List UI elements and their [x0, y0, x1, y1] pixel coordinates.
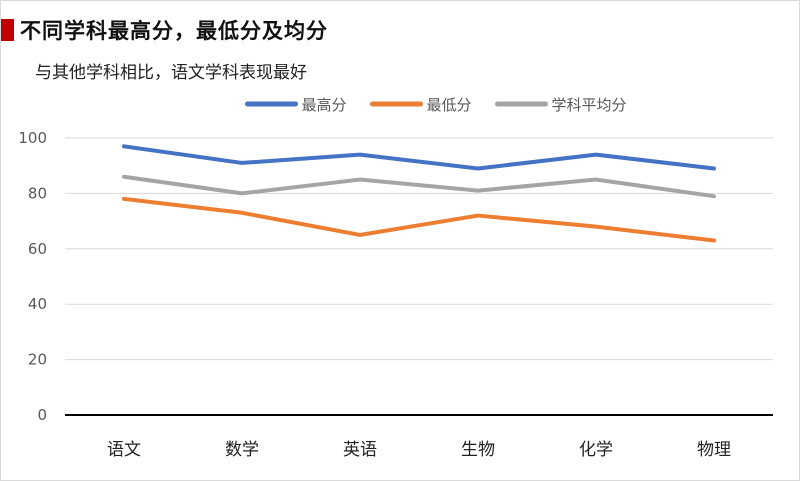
x-tick-label: 生物: [461, 440, 495, 460]
x-tick-label: 数学: [225, 440, 259, 460]
x-tick-label: 化学: [579, 440, 613, 460]
x-tick-label: 英语: [343, 440, 377, 460]
y-tick-label: 20: [28, 351, 47, 369]
y-tick-label: 60: [28, 240, 47, 258]
x-tick-label: 语文: [107, 440, 141, 460]
chart-subtitle: 与其他学科相比，语文学科表现最好: [35, 63, 307, 83]
legend-label: 最低分: [427, 96, 472, 114]
x-tick-label: 物理: [697, 440, 731, 460]
legend-label: 学科平均分: [552, 96, 627, 114]
y-tick-label: 100: [18, 129, 47, 147]
chart-title: 不同学科最高分，最低分及均分: [20, 19, 328, 43]
y-tick-label: 80: [28, 184, 47, 202]
series-line: [122, 196, 716, 243]
series-line: [122, 174, 716, 199]
series-line: [122, 144, 716, 171]
title-row: 不同学科最高分，最低分及均分: [1, 15, 328, 45]
title-accent-mark: [1, 19, 14, 41]
y-tick-label: 40: [28, 295, 47, 313]
legend-label: 最高分: [302, 96, 347, 114]
y-tick-label: 0: [37, 406, 47, 424]
